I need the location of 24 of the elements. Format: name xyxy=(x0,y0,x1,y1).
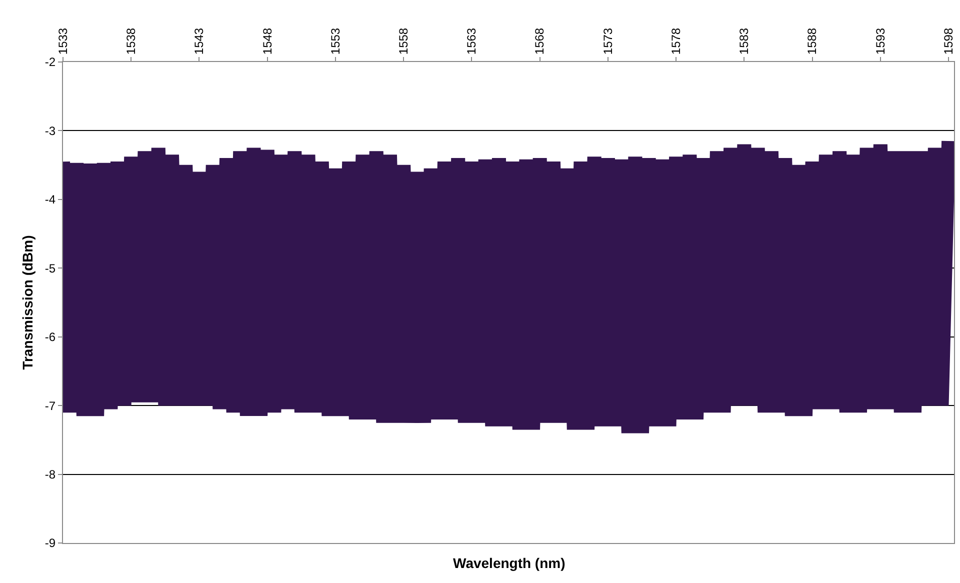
x-tick-label: 1588 xyxy=(805,28,820,55)
y-tick-label: -9 xyxy=(44,536,56,550)
x-axis-title: Wavelength (nm) xyxy=(453,555,566,571)
y-axis-title: Transmission (dBm) xyxy=(20,235,36,370)
y-tick-label: -2 xyxy=(44,55,56,70)
x-tick-label: 1543 xyxy=(192,28,206,55)
x-tick-label: 1538 xyxy=(124,28,138,55)
x-tick-label: 1568 xyxy=(532,28,547,55)
x-tick-label: 1558 xyxy=(396,28,410,55)
y-tick-label: -5 xyxy=(44,261,56,276)
y-tick-label: -8 xyxy=(44,467,56,482)
x-tick-label: 1548 xyxy=(260,28,274,55)
y-tick-label: -7 xyxy=(44,398,56,413)
x-tick-label: 1563 xyxy=(464,28,479,55)
x-tick-label: 1583 xyxy=(737,28,752,55)
y-tick-label: -4 xyxy=(44,192,56,207)
y-tick-label: -6 xyxy=(44,330,56,344)
x-tick-label: 1573 xyxy=(600,28,615,55)
y-tick-label: -3 xyxy=(44,124,56,138)
x-tick-label: 1598 xyxy=(941,28,956,55)
x-tick-label: 1593 xyxy=(873,28,888,55)
x-tick-label: 1533 xyxy=(56,28,70,55)
x-tick-label: 1553 xyxy=(328,28,342,55)
x-tick-label: 1578 xyxy=(668,28,683,55)
